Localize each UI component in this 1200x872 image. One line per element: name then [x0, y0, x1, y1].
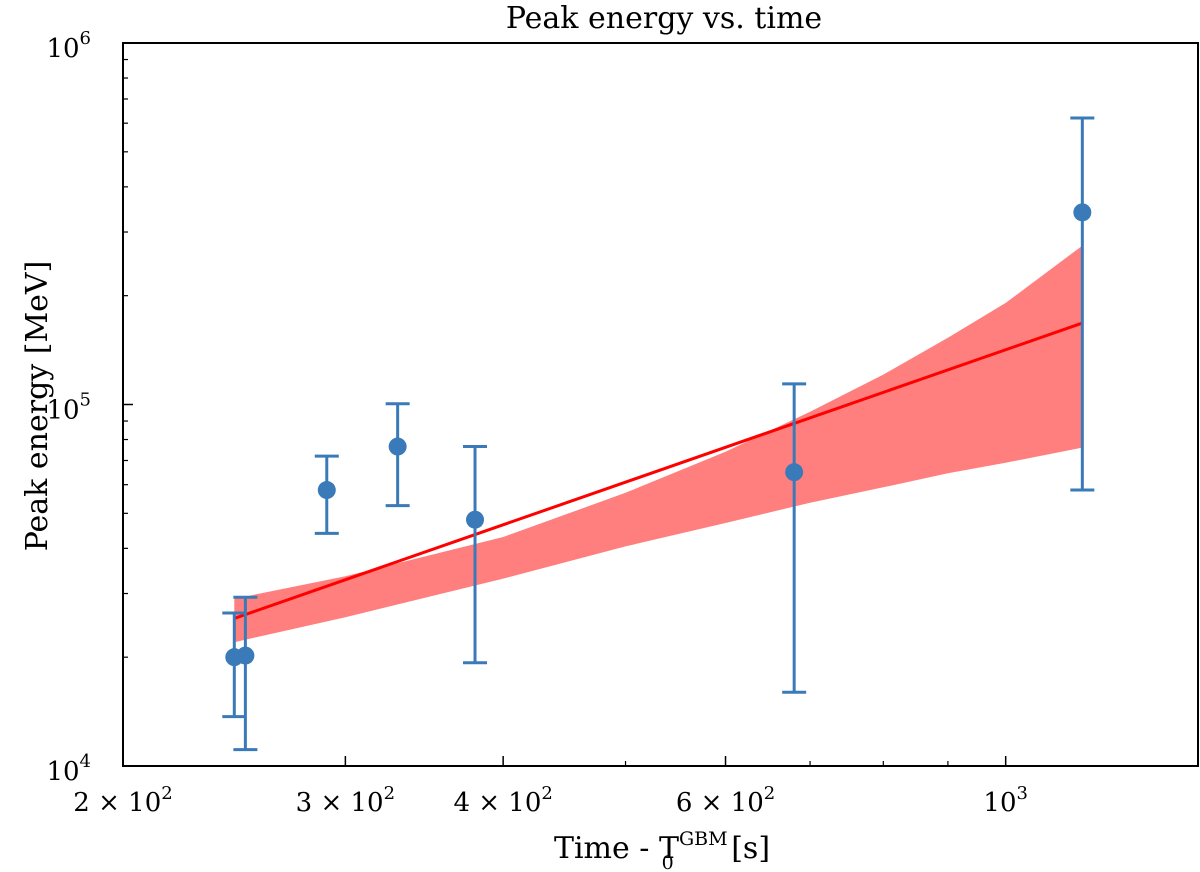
x-axis-label-sub: 0: [662, 852, 674, 872]
fit-line: [233, 321, 1083, 620]
data-marker: [388, 437, 407, 456]
x-axis-label-sup: GBM: [679, 828, 728, 850]
x-axis-label: Time - TGBM 0 [s]: [554, 828, 770, 872]
data-point-4: [385, 402, 410, 508]
data-marker: [466, 510, 485, 529]
data-marker: [236, 646, 255, 665]
plot-area: [222, 116, 1095, 752]
data-point-2: [233, 595, 258, 752]
data-point-6: [782, 382, 807, 694]
x-tick-label: 2 × 102: [73, 783, 172, 818]
data-marker: [317, 481, 336, 500]
y-tick-label: 104: [46, 751, 91, 787]
data-point-5: [463, 445, 488, 665]
y-tick-label: 106: [46, 28, 91, 64]
data-point-7: [1070, 116, 1095, 492]
axes: 2 × 102 3 × 102 4 × 102 6 × 102 103 104 105 106: [46, 28, 1028, 818]
x-tick-label: 103: [983, 783, 1028, 818]
data-marker: [785, 463, 804, 482]
data-point-3: [314, 454, 339, 535]
x-tick-label: 6 × 102: [676, 783, 775, 818]
x-tick-label: 3 × 102: [296, 783, 395, 818]
y-axis-label: Peak energy [MeV]: [20, 261, 55, 552]
x-axis-label-main: Time - T: [554, 831, 679, 866]
y-tick-label: 105: [46, 390, 91, 426]
fit-confidence-band: [234, 245, 1083, 643]
chart-title: Peak energy vs. time: [506, 1, 822, 36]
x-tick-label: 4 × 102: [453, 783, 552, 818]
data-marker: [1073, 203, 1092, 222]
x-axis-label-unit: [s]: [722, 831, 770, 866]
